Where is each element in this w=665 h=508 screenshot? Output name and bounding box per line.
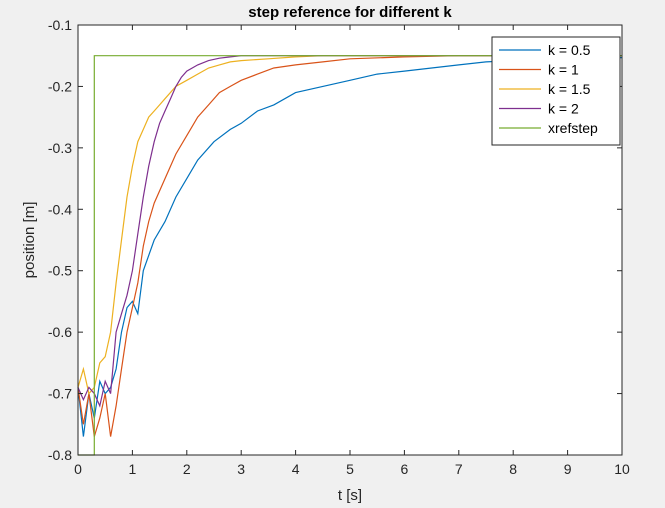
series-line-1 [77,57,623,437]
series-line-3 [77,55,622,395]
legend-items: k = 0.5 k = 1 k = 1.5 k = 2 xrefstep [499,42,598,136]
x-tick-label: 5 [346,461,354,477]
legend-label: k = 2 [548,101,579,117]
legend-label: xrefstep [548,120,598,136]
legend: k = 0.5 k = 1 k = 1.5 k = 2 xrefstep [491,36,621,146]
x-tick-label: 8 [509,461,517,477]
y-tick-label: -0.6 [48,324,72,340]
y-tick-label: -0.8 [48,447,72,463]
series-line-2 [77,55,622,437]
legend-label: k = 1 [548,62,579,78]
x-axis-label: t [s] [338,487,362,504]
legend-box [491,36,621,146]
y-tick-label: -0.2 [48,78,72,94]
x-tick-label: 4 [292,461,300,477]
x-tick-label: 1 [129,461,137,477]
y-tick-label: -0.7 [48,386,72,402]
x-tick-label: 2 [183,461,191,477]
x-tick-label: 10 [614,461,630,477]
y-tick-label: -0.5 [48,263,72,279]
y-tick-label: -0.3 [48,140,72,156]
x-tick-label: 7 [455,461,463,477]
x-tick-label: 3 [237,461,245,477]
x-tick-label: 9 [564,461,572,477]
legend-label: k = 0.5 [548,42,591,58]
x-tick-label: 6 [401,461,409,477]
ticks-layer: 0 1 2 3 4 5 6 7 8 9 10 -0.8 -0.7 -0.6 -0.5 -0.4 -0.3 -0.2… [48,17,630,477]
y-tick-label: -0.4 [48,201,72,217]
y-tick-label: -0.1 [48,17,72,33]
x-tick-label: 0 [74,461,82,477]
chart-title: step reference for different k [248,4,452,21]
y-axis-label: position [m] [21,202,38,279]
legend-label: k = 1.5 [548,81,591,97]
